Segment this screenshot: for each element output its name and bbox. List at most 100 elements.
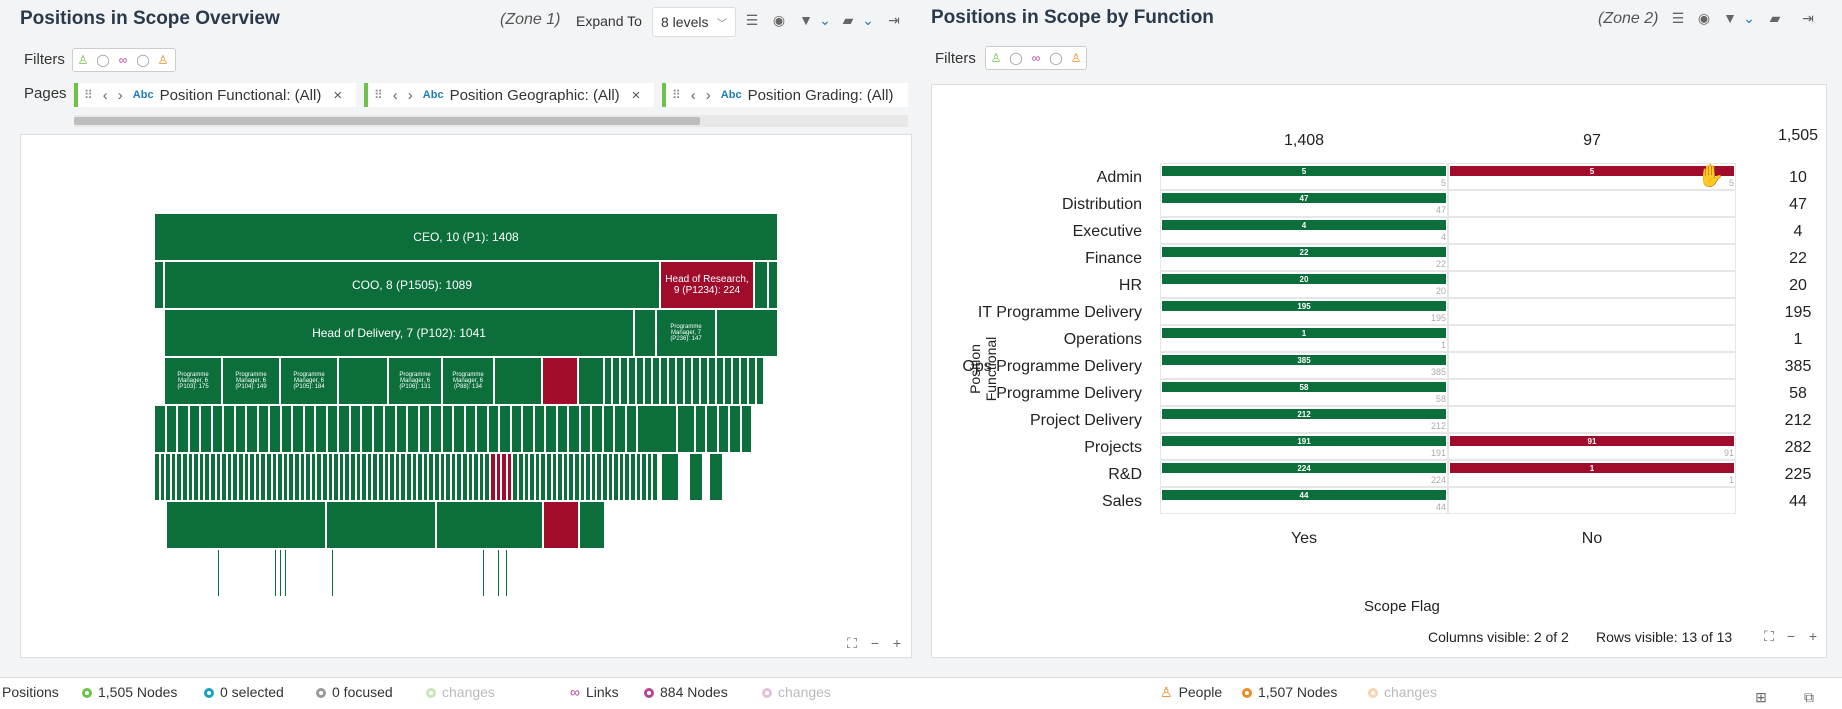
treemap-node[interactable] — [529, 453, 535, 501]
data-bar[interactable]: 20 — [1162, 274, 1446, 284]
treemap-node[interactable] — [280, 405, 292, 453]
treemap-node-programme-manager[interactable]: Programme Manager, 6 (P104): 149 — [222, 357, 280, 405]
treemap-node[interactable] — [652, 357, 660, 405]
treemap-node[interactable] — [406, 453, 412, 501]
table-cell[interactable] — [1160, 271, 1448, 298]
next-icon[interactable]: › — [705, 86, 711, 104]
treemap-node[interactable] — [462, 453, 468, 501]
left-filter-chips[interactable]: ♙ ◯ ∞ ◯ ♙ — [72, 48, 176, 72]
treemap-node[interactable] — [716, 309, 778, 357]
treemap-node[interactable] — [165, 453, 171, 501]
treemap-node-pm6[interactable]: Programme Manager, 7 (P236): 147 — [656, 309, 716, 357]
data-bar[interactable]: 1 — [1450, 463, 1734, 473]
treemap-node[interactable] — [269, 405, 281, 453]
pages-scrollbar-thumb[interactable] — [74, 117, 700, 125]
treemap-node[interactable] — [170, 453, 177, 501]
treemap-node[interactable] — [579, 405, 591, 453]
treemap-node[interactable] — [740, 405, 752, 453]
treemap-node[interactable] — [518, 453, 524, 501]
status-selected[interactable]: 0 selected — [204, 684, 284, 700]
treemap-node[interactable] — [628, 357, 636, 405]
status-links[interactable]: ∞ Links — [570, 684, 619, 700]
treemap-node[interactable] — [361, 453, 367, 501]
treemap-node[interactable] — [361, 405, 373, 453]
list-icon[interactable]: ☰ — [1671, 9, 1685, 26]
status-changes-links[interactable]: changes — [762, 684, 831, 700]
treemap-node[interactable] — [740, 357, 748, 405]
treemap-node[interactable] — [389, 453, 395, 501]
treemap-node[interactable] — [384, 405, 396, 453]
table-cell[interactable] — [1448, 244, 1736, 271]
treemap-node[interactable] — [604, 357, 612, 405]
data-bar[interactable]: 212 — [1162, 409, 1446, 419]
treemap-node[interactable] — [428, 453, 434, 501]
treemap-node[interactable] — [254, 453, 261, 501]
treemap-node[interactable] — [478, 453, 485, 501]
table-cell[interactable] — [1160, 217, 1448, 244]
filter-dropdown-icon[interactable]: ⌄ — [1743, 9, 1755, 26]
treemap-node[interactable] — [590, 453, 597, 501]
treemap-node[interactable] — [534, 453, 541, 501]
status-positions-nodes[interactable]: 1,505 Nodes — [82, 684, 177, 700]
table-cell[interactable] — [1160, 298, 1448, 325]
treemap-node[interactable] — [505, 549, 508, 597]
treemap-node[interactable] — [221, 453, 227, 501]
data-bar[interactable]: 58 — [1162, 382, 1446, 392]
treemap-node[interactable] — [418, 405, 430, 453]
treemap-node[interactable] — [602, 453, 608, 501]
treemap-node[interactable] — [641, 453, 647, 501]
treemap-node[interactable] — [187, 453, 194, 501]
treemap-node[interactable] — [579, 453, 586, 501]
status-people[interactable]: ♙ People — [1160, 684, 1222, 701]
prev-icon[interactable]: ‹ — [690, 86, 696, 104]
treemap-node[interactable] — [217, 549, 220, 597]
treemap-node[interactable] — [166, 501, 326, 549]
palette-icon[interactable]: ◉ — [772, 11, 786, 28]
treemap-node[interactable] — [562, 453, 569, 501]
treemap-node[interactable] — [754, 405, 756, 407]
treemap-node[interactable] — [249, 453, 255, 501]
treemap-node[interactable] — [154, 453, 160, 501]
treemap-node[interactable] — [756, 357, 764, 405]
close-icon[interactable]: × — [631, 86, 641, 104]
treemap-node[interactable] — [768, 261, 778, 309]
treemap-node[interactable] — [326, 501, 436, 549]
pages-scrollbar-track[interactable] — [74, 115, 908, 127]
treemap-node[interactable] — [294, 453, 300, 501]
table-cell[interactable] — [1160, 379, 1448, 406]
status-people-nodes[interactable]: 1,507 Nodes — [1242, 684, 1337, 700]
zoom-in-icon[interactable]: + — [892, 635, 902, 651]
treemap-node[interactable] — [193, 453, 199, 501]
treemap-node[interactable] — [542, 357, 578, 405]
treemap-node[interactable] — [200, 405, 212, 453]
treemap-node[interactable] — [568, 405, 580, 453]
comment-icon[interactable]: ▰ — [842, 11, 854, 28]
data-bar[interactable]: 5 — [1450, 166, 1734, 176]
treemap-node[interactable] — [660, 357, 668, 405]
treemap-node[interactable] — [210, 453, 216, 501]
table-cell[interactable] — [1448, 352, 1736, 379]
treemap-node[interactable] — [303, 405, 315, 453]
treemap-node[interactable] — [635, 453, 642, 501]
treemap-node[interactable] — [292, 405, 304, 453]
treemap-node[interactable] — [490, 453, 496, 501]
treemap-node-programme-manager[interactable] — [338, 357, 388, 405]
table-cell[interactable] — [1160, 244, 1448, 271]
treemap-node[interactable] — [540, 453, 546, 501]
treemap-node[interactable] — [499, 405, 511, 453]
status-focused[interactable]: 0 focused — [316, 684, 393, 700]
data-bar[interactable]: 22 — [1162, 247, 1446, 257]
treemap-node[interactable] — [366, 453, 373, 501]
treemap-node[interactable] — [333, 453, 339, 501]
drag-handle-icon[interactable]: ⠿ — [84, 88, 93, 102]
treemap-node[interactable] — [243, 453, 250, 501]
right-filter-chips[interactable]: ♙ ◯ ∞ ◯ ♙ — [985, 46, 1087, 70]
treemap-node[interactable] — [613, 453, 619, 501]
treemap-node[interactable] — [706, 405, 718, 453]
treemap-node[interactable] — [204, 453, 210, 501]
treemap-node[interactable] — [266, 453, 272, 501]
treemap-node[interactable] — [506, 453, 513, 501]
treemap-node[interactable] — [450, 453, 457, 501]
treemap-node-head-delivery[interactable]: Head of Delivery, 7 (P102): 1041 — [164, 309, 634, 357]
treemap-node[interactable] — [625, 405, 637, 453]
